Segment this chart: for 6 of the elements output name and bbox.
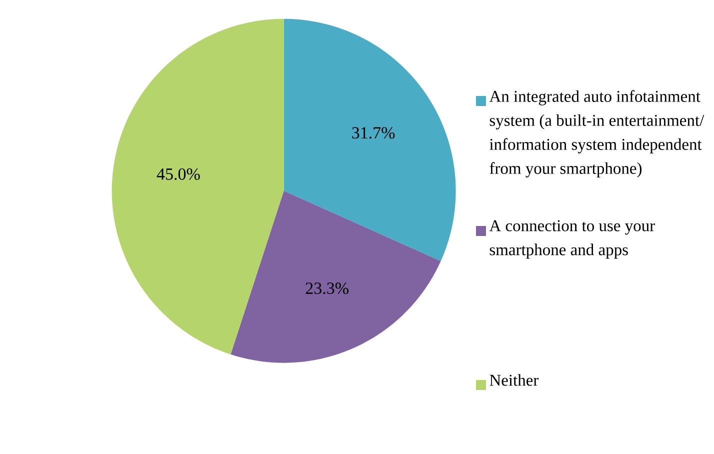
legend-label: A connection to use your smartphone and apps xyxy=(489,220,655,259)
data-label: 23.3% xyxy=(306,282,348,294)
data-label: 45.0% xyxy=(156,168,200,180)
data-label: 31.7% xyxy=(352,127,395,139)
legend-label: Neither xyxy=(490,374,539,386)
legend-label: An integrated auto infotainment system (a built-in entertainment/ information system independent from your smartphone) xyxy=(489,90,704,178)
